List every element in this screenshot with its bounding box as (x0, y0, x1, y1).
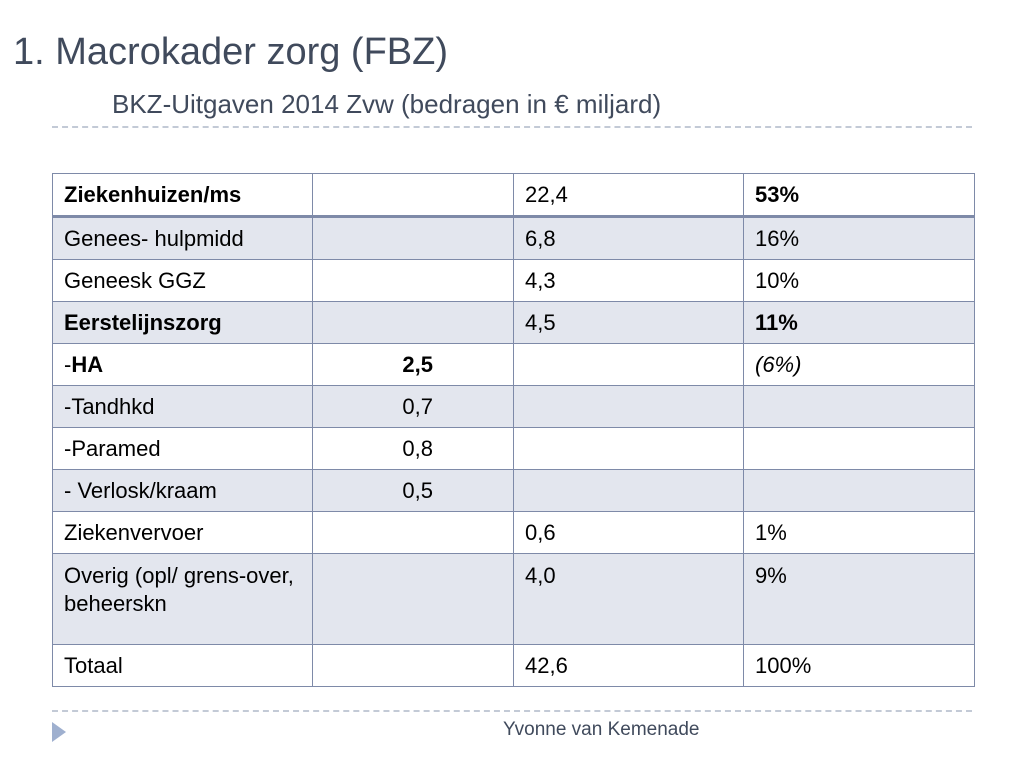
footer-author: Yvonne van Kemenade (503, 719, 700, 740)
table-row: -Tandhkd 0,7 (52, 385, 975, 428)
row-label: HA (71, 351, 104, 377)
row-amount: 22,4 (513, 173, 744, 218)
row-percentage (743, 385, 975, 428)
row-sub-amount (312, 644, 514, 687)
row-label: Totaal (52, 644, 313, 687)
table-row: Ziekenhuizen/ms 22,4 53% (52, 173, 975, 218)
row-percentage: 53% (743, 173, 975, 218)
row-amount (513, 385, 744, 428)
table-row: Ziekenvervoer 0,6 1% (52, 511, 975, 554)
row-sub-amount (312, 553, 514, 645)
row-label: Eerstelijnszorg (52, 301, 313, 344)
row-label: Ziekenhuizen/ms (52, 173, 313, 218)
bottom-divider (52, 710, 972, 712)
row-percentage: 16% (743, 216, 975, 260)
table-row: -Paramed 0,8 (52, 427, 975, 470)
row-sub-amount (312, 511, 514, 554)
row-amount: 4,5 (513, 301, 744, 344)
table-row-total: Totaal 42,6 100% (52, 644, 975, 687)
row-label: Geneesk GGZ (52, 259, 313, 302)
triangle-right-icon (52, 722, 66, 742)
row-sub-amount: 0,5 (312, 469, 514, 512)
slide-title: 1. Macrokader zorg (FBZ) (13, 31, 448, 73)
row-amount (513, 343, 744, 386)
row-amount (513, 469, 744, 512)
table-row: Overig (opl/ grens-over, beheerskn 4,0 9… (52, 553, 975, 645)
row-label-cell: -HA (52, 343, 313, 386)
row-sub-amount: 0,7 (312, 385, 514, 428)
row-percentage: 11% (743, 301, 975, 344)
row-percentage (743, 469, 975, 512)
row-label: Overig (opl/ grens-over, beheerskn (52, 553, 313, 645)
row-label: Ziekenvervoer (52, 511, 313, 554)
row-sub-amount (312, 259, 514, 302)
row-percentage: 1% (743, 511, 975, 554)
table-row: Geneesk GGZ 4,3 10% (52, 259, 975, 302)
row-percentage (743, 427, 975, 470)
expenditure-table: Ziekenhuizen/ms 22,4 53% Genees- hulpmid… (52, 173, 975, 687)
row-percentage: 9% (743, 553, 975, 645)
slide-subtitle: BKZ-Uitgaven 2014 Zvw (bedragen in € mil… (112, 89, 662, 119)
row-percentage: (6%) (743, 343, 975, 386)
row-amount: 4,0 (513, 553, 744, 645)
row-amount (513, 427, 744, 470)
table-row: Genees- hulpmidd 6,8 16% (52, 216, 975, 260)
top-divider (52, 126, 972, 128)
row-sub-amount: 0,8 (312, 427, 514, 470)
row-percentage: 10% (743, 259, 975, 302)
row-label: -Paramed (52, 427, 313, 470)
row-sub-amount: 2,5 (312, 343, 514, 386)
row-label-prefix: - (64, 351, 72, 377)
row-label: -Tandhkd (52, 385, 313, 428)
row-amount: 42,6 (513, 644, 744, 687)
row-label: - Verlosk/kraam (52, 469, 313, 512)
row-label: Genees- hulpmidd (52, 216, 313, 260)
row-amount: 6,8 (513, 216, 744, 260)
table-row: -HA 2,5 (6%) (52, 343, 975, 386)
row-sub-amount (312, 301, 514, 344)
row-sub-amount (312, 216, 514, 260)
row-sub-amount (312, 173, 514, 218)
table-row: Eerstelijnszorg 4,5 11% (52, 301, 975, 344)
row-amount: 4,3 (513, 259, 744, 302)
row-amount: 0,6 (513, 511, 744, 554)
table-row: - Verlosk/kraam 0,5 (52, 469, 975, 512)
row-percentage: 100% (743, 644, 975, 687)
